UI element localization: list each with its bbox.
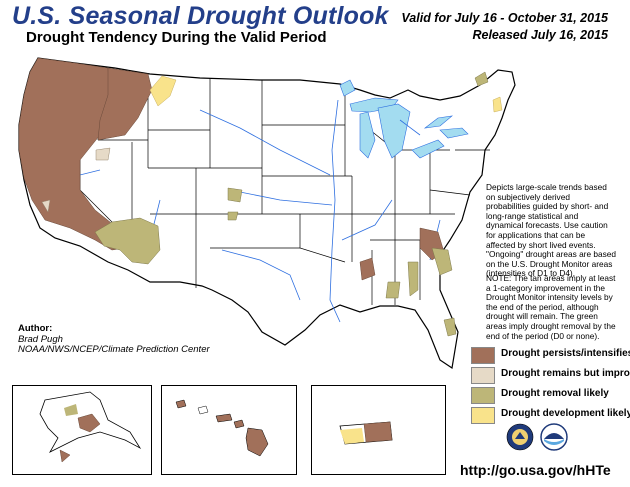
drought-improves-areas: [41, 147, 111, 213]
legend-swatch: [471, 347, 495, 364]
legend-swatch: [471, 407, 495, 424]
hawaii-map: [175, 399, 269, 457]
drought-development-areas: [149, 75, 503, 113]
author-org: NOAA/NWS/NCEP/Climate Prediction Center: [18, 344, 210, 355]
map-subtitle: Drought Tendency During the Valid Period: [26, 29, 327, 46]
short-url[interactable]: http://go.usa.gov/hHTe: [460, 462, 611, 478]
legend-label: Drought remains but improves: [501, 368, 630, 379]
puerto-rico-map: [339, 421, 393, 445]
water-bodies: [107, 79, 469, 159]
drought-removal-areas: [94, 71, 489, 337]
doc-seal-icon: [506, 423, 534, 451]
author-name: Brad Pugh: [18, 333, 63, 345]
legend-swatch: [471, 367, 495, 384]
map-title: U.S. Seasonal Drought Outlook: [12, 2, 389, 30]
noaa-logo-icon: [540, 423, 568, 451]
alaska-inset: [12, 385, 152, 475]
hawaii-inset: [161, 385, 297, 475]
description-text: Depicts large-scale trends based on subj…: [486, 182, 616, 279]
author-heading: Author:: [18, 323, 53, 334]
puerto-rico-inset: [311, 385, 446, 475]
legend-label: Drought removal likely: [501, 388, 609, 399]
release-date: Released July 16, 2015: [472, 28, 608, 42]
author-block: Author: Brad Pugh NOAA/NWS/NCEP/Climate …: [18, 323, 210, 356]
legend-label: Drought development likely: [501, 408, 630, 419]
valid-period: Valid for July 16 - October 31, 2015 Rel…: [401, 10, 608, 44]
legend-label: Drought persists/intensifies: [501, 348, 630, 359]
note-text: NOTE: The tan areas imply at least a 1-c…: [486, 273, 616, 341]
valid-dates: Valid for July 16 - October 31, 2015: [401, 11, 608, 25]
legend-swatch: [471, 387, 495, 404]
alaska-map: [39, 391, 142, 453]
